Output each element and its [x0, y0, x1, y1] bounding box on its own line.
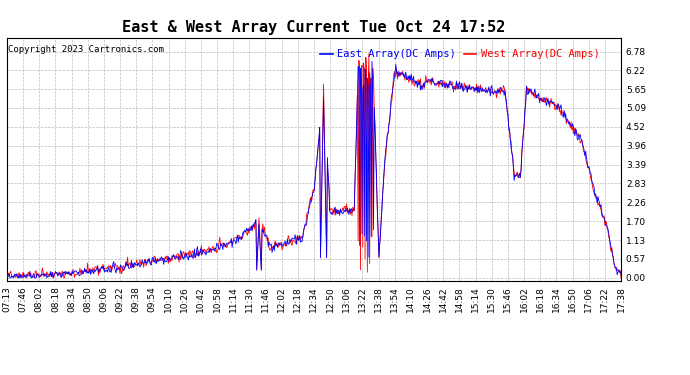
Text: Copyright 2023 Cartronics.com: Copyright 2023 Cartronics.com [8, 45, 164, 54]
Legend: East Array(DC Amps), West Array(DC Amps): East Array(DC Amps), West Array(DC Amps) [316, 45, 604, 63]
Title: East & West Array Current Tue Oct 24 17:52: East & West Array Current Tue Oct 24 17:… [122, 20, 506, 35]
